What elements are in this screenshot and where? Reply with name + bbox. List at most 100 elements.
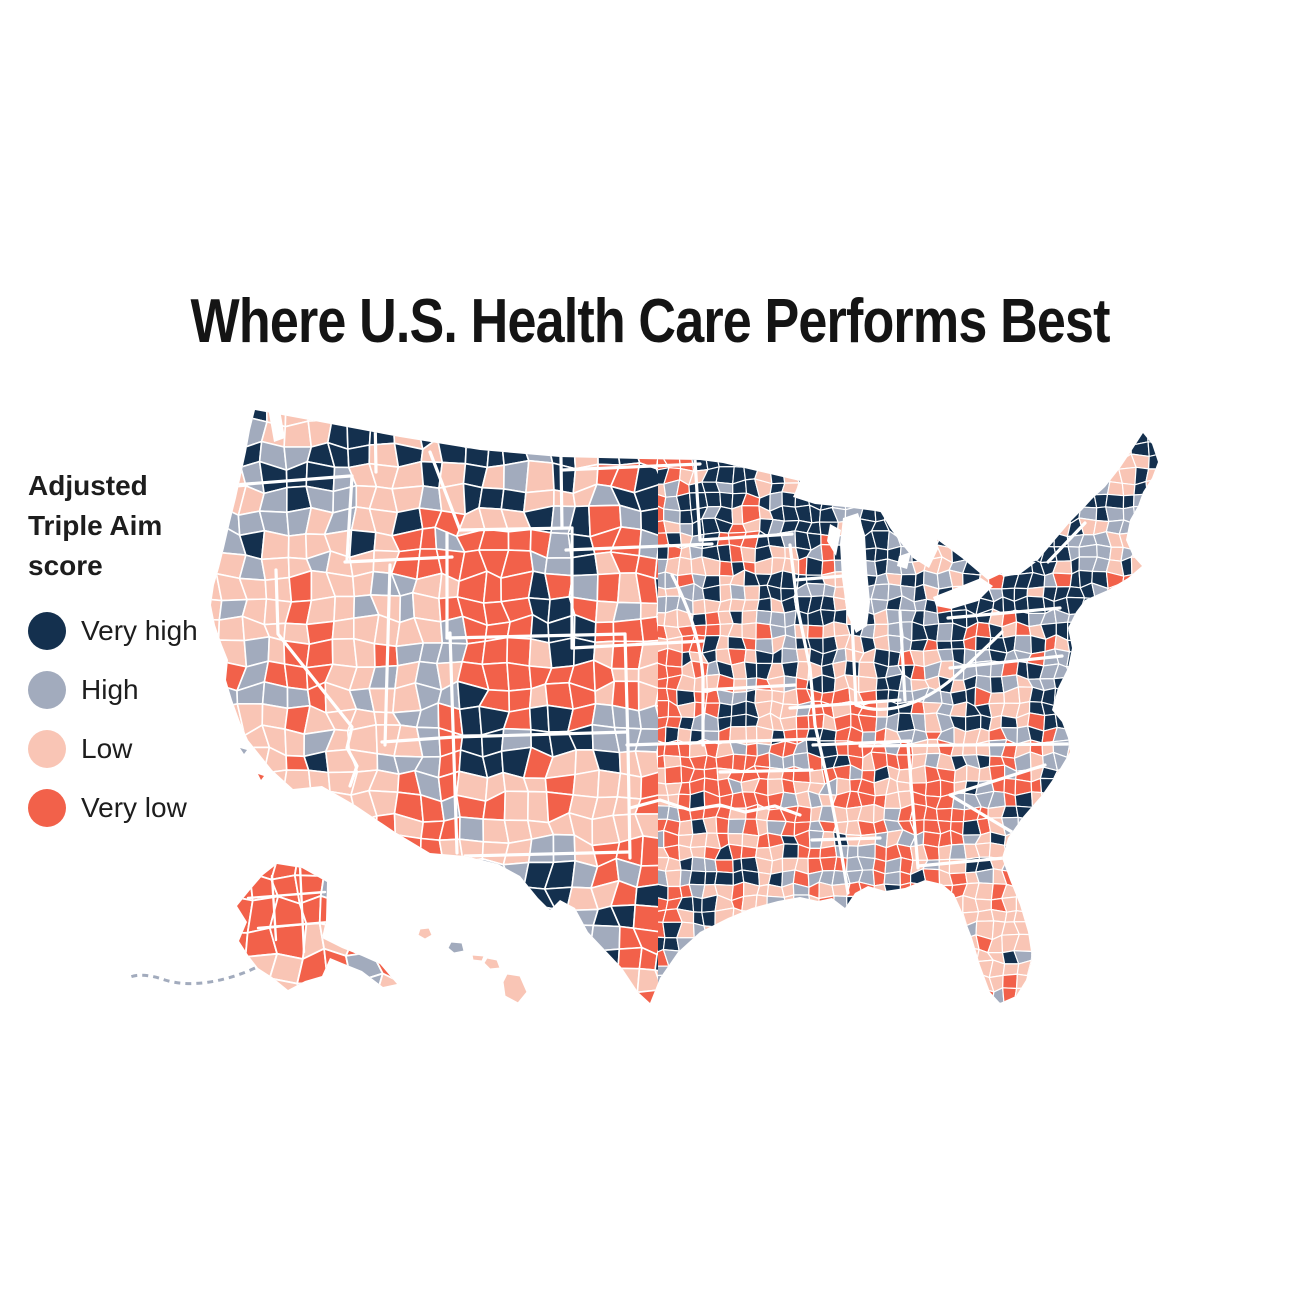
county-cell	[372, 863, 401, 889]
county-cell	[1170, 753, 1186, 771]
county-cell	[834, 441, 852, 457]
county-cell	[368, 687, 396, 714]
county-cell	[1146, 717, 1158, 729]
county-cell	[1157, 753, 1158, 769]
county-cell	[639, 377, 656, 391]
county-cell	[870, 898, 889, 915]
county-cell	[1149, 911, 1158, 928]
county-cell	[638, 441, 656, 459]
county-cell	[1068, 949, 1083, 966]
county-cell	[896, 933, 917, 954]
county-cell	[1170, 832, 1185, 848]
state-border-line	[811, 739, 912, 747]
county-cell	[1196, 782, 1215, 794]
county-cell	[1092, 757, 1112, 771]
county-cell	[352, 637, 376, 669]
county-cell	[1171, 391, 1187, 405]
county-cell	[281, 1015, 310, 1042]
county-cell	[716, 961, 732, 980]
county-cell	[1196, 649, 1214, 667]
county-cell	[1118, 985, 1134, 1001]
county-cell	[966, 947, 980, 963]
county-cell	[715, 410, 735, 417]
county-cell	[1144, 894, 1158, 914]
county-cell	[859, 414, 876, 434]
county-cell	[861, 375, 874, 390]
hawaii-inset	[417, 927, 528, 1004]
county-cell	[1160, 934, 1175, 953]
county-cell	[1078, 543, 1098, 558]
county-cell	[1042, 410, 1055, 419]
county-cell	[888, 376, 900, 390]
county-cell	[637, 639, 658, 670]
county-cell	[640, 414, 655, 432]
county-cell	[1027, 492, 1044, 509]
county-cell	[901, 908, 915, 923]
county-cell	[1081, 480, 1096, 496]
county-cell	[872, 376, 889, 389]
county-cell	[211, 618, 221, 646]
county-cell	[1176, 457, 1188, 472]
county-cell	[1003, 410, 1021, 420]
county-cell	[1093, 647, 1112, 668]
county-cell	[1174, 609, 1184, 626]
county-cell	[1080, 622, 1099, 642]
county-cell	[756, 597, 773, 613]
county-cell	[779, 715, 798, 732]
county-cell	[1013, 987, 1034, 1003]
county-cell	[951, 1029, 967, 1044]
state-border-line	[916, 856, 1006, 868]
county-cell	[405, 878, 435, 902]
county-cell	[404, 898, 436, 927]
county-cell	[795, 1026, 808, 1040]
county-cell	[988, 692, 1006, 705]
county-cell	[1055, 908, 1073, 928]
county-cell	[987, 504, 1006, 524]
county-cell	[525, 459, 555, 494]
county-cell	[307, 790, 334, 825]
state-border-line	[373, 411, 378, 474]
county-cell	[1096, 779, 1112, 798]
county-cell	[1187, 661, 1202, 679]
county-cell	[393, 1017, 422, 1040]
county-cell	[369, 410, 402, 428]
county-cell	[874, 1029, 885, 1043]
county-cell	[551, 462, 577, 495]
county-cell	[1078, 413, 1098, 430]
county-cell	[924, 491, 938, 511]
county-cell	[1172, 713, 1188, 732]
county-cell	[594, 621, 615, 644]
county-cell	[704, 623, 721, 637]
county-cell	[236, 769, 265, 802]
county-cell	[870, 959, 890, 980]
county-cell	[1079, 466, 1098, 486]
county-cell	[1196, 440, 1210, 456]
county-cell	[689, 832, 708, 849]
county-cell	[1130, 781, 1149, 796]
county-cell	[964, 492, 981, 508]
county-cell	[330, 374, 350, 405]
county-cell	[507, 528, 532, 552]
county-cell	[692, 598, 707, 616]
county-cell	[1134, 661, 1151, 677]
county-cell	[858, 972, 875, 991]
county-cell	[1107, 830, 1121, 850]
county-cell	[1188, 872, 1199, 884]
county-cell	[392, 944, 422, 974]
county-cell	[211, 463, 225, 489]
county-cell	[732, 455, 745, 468]
county-cell	[1057, 959, 1073, 975]
county-cell	[883, 442, 904, 458]
county-cell	[1196, 479, 1214, 496]
county-cell	[328, 908, 357, 934]
county-cell	[792, 910, 813, 928]
county-cell	[1185, 820, 1200, 836]
county-cell	[1173, 973, 1187, 991]
county-cell	[675, 986, 693, 1001]
county-cell	[1030, 816, 1047, 837]
county-cell	[398, 979, 434, 1005]
county-cell	[818, 727, 837, 742]
county-cell	[1199, 521, 1214, 537]
county-cell	[398, 950, 434, 982]
county-cell	[823, 391, 838, 407]
